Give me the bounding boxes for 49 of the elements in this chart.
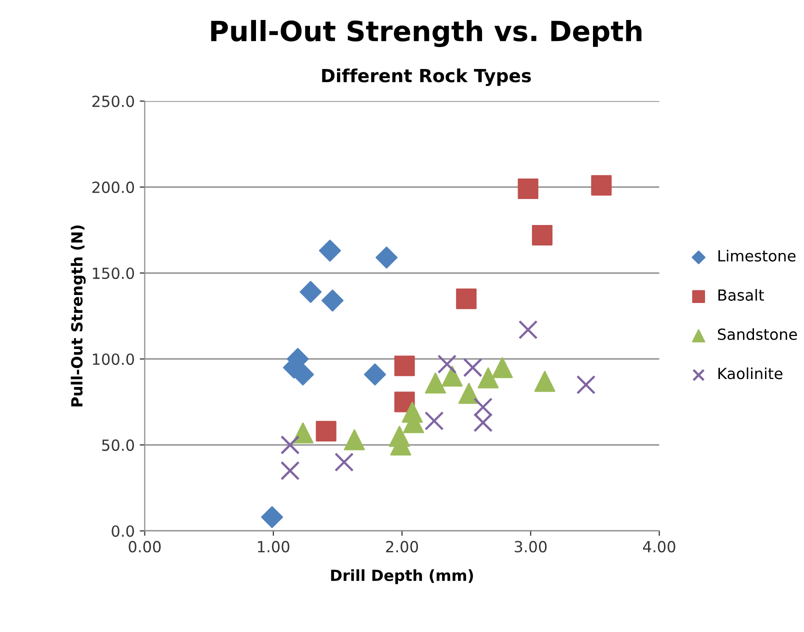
point — [437, 354, 457, 374]
point — [322, 290, 344, 312]
y-tick-label: 0.0 — [112, 525, 134, 537]
point — [478, 367, 499, 388]
legend-label: Kaolinite — [718, 367, 782, 380]
x-tick-label: 1.00 — [258, 540, 290, 552]
point — [280, 461, 300, 480]
point — [518, 178, 538, 200]
point — [334, 452, 354, 472]
point — [280, 435, 300, 455]
point — [473, 412, 493, 432]
x-tick-label: 3.00 — [514, 540, 547, 552]
x-tick-label: 0.00 — [128, 540, 161, 552]
y-tick-label: 150.0 — [92, 267, 134, 280]
point — [344, 429, 365, 450]
point — [364, 363, 386, 386]
legend-label: Basalt — [718, 288, 764, 301]
point — [316, 420, 336, 442]
point — [456, 288, 477, 310]
legend-label: Sandstone — [718, 328, 797, 340]
legend-label: Limestone — [718, 250, 796, 262]
point — [532, 224, 552, 246]
point — [591, 175, 612, 196]
y-tick-label: 50.0 — [102, 439, 134, 451]
chart-subtitle: Different Rock Types — [322, 68, 531, 86]
point — [424, 411, 444, 430]
y-tick-label: 100.0 — [92, 353, 134, 365]
point — [300, 280, 322, 303]
point — [463, 358, 482, 378]
y-axis-title: Pull-Out Strength (N) — [70, 225, 86, 406]
point — [576, 375, 596, 394]
point — [376, 246, 398, 269]
point — [318, 240, 341, 262]
point — [492, 357, 513, 378]
point — [534, 370, 556, 392]
chart-title: Pull-Out Strength vs. Depth — [211, 20, 642, 48]
x-axis-title: Drill Depth (mm) — [331, 569, 473, 584]
point — [442, 366, 463, 387]
point — [473, 397, 493, 417]
point — [394, 356, 415, 376]
y-tick-label: 250.0 — [92, 96, 134, 108]
x-tick-label: 4.00 — [643, 540, 676, 552]
point — [518, 320, 538, 340]
point — [292, 422, 314, 444]
x-tick-label: 2.00 — [386, 540, 418, 552]
point — [424, 372, 446, 394]
y-tick-label: 200.0 — [92, 182, 134, 194]
point — [261, 506, 284, 528]
point — [458, 382, 480, 404]
